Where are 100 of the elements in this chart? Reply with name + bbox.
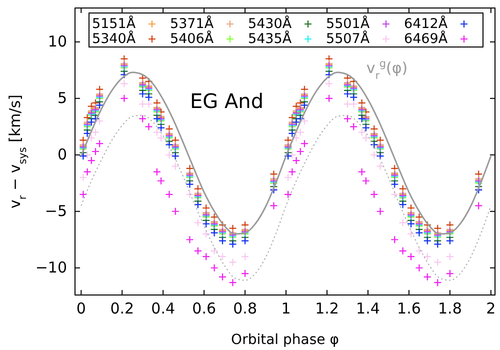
point — [91, 128, 100, 136]
point — [390, 190, 399, 198]
point — [296, 147, 304, 156]
point — [87, 134, 96, 142]
point — [171, 152, 180, 160]
point — [79, 152, 88, 160]
point — [228, 224, 237, 232]
point — [446, 220, 454, 229]
legend-label: 5340Å — [92, 30, 136, 47]
point — [423, 272, 432, 281]
point — [325, 54, 334, 63]
point — [152, 98, 161, 107]
point — [390, 236, 399, 244]
point — [376, 207, 384, 216]
point — [350, 122, 358, 131]
point — [194, 184, 202, 193]
x-axis-title: Orbital phase φ — [231, 332, 339, 348]
point — [296, 128, 304, 136]
point — [165, 140, 174, 149]
point — [423, 252, 432, 261]
point — [87, 118, 96, 126]
point — [152, 168, 161, 176]
y-tick-label: −10 — [35, 258, 67, 277]
point — [270, 202, 278, 210]
point — [415, 264, 424, 272]
point — [186, 164, 194, 172]
x-tick-label: 0 — [76, 300, 86, 318]
point — [96, 140, 104, 148]
legend-label: 5151Å — [92, 15, 136, 32]
point — [202, 230, 210, 238]
x-tick-label: 1 — [281, 300, 291, 318]
point — [152, 114, 161, 123]
point — [398, 218, 407, 227]
y-tick-label: 0 — [57, 146, 67, 164]
legend-label: 5435Å — [248, 30, 292, 47]
point — [446, 269, 454, 278]
point — [218, 236, 227, 245]
point — [186, 190, 194, 198]
point — [171, 207, 180, 216]
point — [415, 246, 424, 255]
point — [120, 80, 128, 88]
point — [415, 228, 424, 237]
point — [292, 102, 300, 110]
point — [358, 98, 366, 107]
point — [398, 200, 407, 209]
point — [376, 162, 384, 170]
point — [96, 101, 104, 110]
point — [296, 98, 304, 107]
point — [343, 100, 352, 108]
point — [96, 116, 104, 126]
point — [390, 164, 399, 172]
point — [194, 200, 202, 209]
x-tick-label: 0.4 — [151, 300, 176, 318]
y-tick-label: 5 — [57, 89, 67, 108]
point — [406, 220, 416, 228]
point — [218, 220, 227, 229]
point — [300, 116, 309, 126]
point — [241, 220, 250, 229]
point — [228, 258, 237, 266]
x-tick-label: 1.6 — [397, 300, 421, 318]
point — [288, 150, 296, 159]
point — [83, 168, 92, 176]
point — [202, 220, 210, 228]
point — [423, 220, 432, 229]
x-tick-label: 2 — [486, 300, 496, 318]
point — [434, 240, 442, 248]
legend-label: 5406Å — [170, 30, 214, 47]
point — [300, 85, 309, 94]
point — [157, 124, 166, 132]
point — [91, 147, 100, 156]
point — [194, 246, 202, 255]
point — [292, 134, 300, 142]
point — [300, 140, 309, 148]
point — [186, 180, 194, 188]
point — [138, 114, 147, 123]
point — [390, 180, 399, 188]
point — [79, 173, 88, 182]
point — [120, 54, 128, 63]
x-tick-label: 0.6 — [192, 300, 216, 318]
point — [91, 114, 100, 123]
point — [241, 236, 250, 245]
annotation: v$_{r}$$^{g}$(φ) — [366, 58, 408, 82]
point — [325, 94, 334, 102]
x-tick-label: 1.2 — [315, 300, 339, 318]
point — [171, 162, 180, 170]
point — [228, 278, 237, 287]
point — [91, 98, 100, 107]
y-tick-label: −5 — [44, 202, 67, 220]
point — [96, 85, 104, 94]
point — [165, 190, 174, 198]
point — [210, 246, 218, 255]
point — [370, 140, 378, 149]
legend-label: 6469Å — [404, 30, 448, 47]
point — [434, 224, 442, 232]
point — [474, 202, 483, 210]
x-tick-label: 0.8 — [233, 300, 257, 318]
point — [241, 252, 250, 261]
point — [292, 156, 300, 165]
y-tick-label: 10 — [48, 32, 67, 51]
point — [210, 228, 218, 237]
